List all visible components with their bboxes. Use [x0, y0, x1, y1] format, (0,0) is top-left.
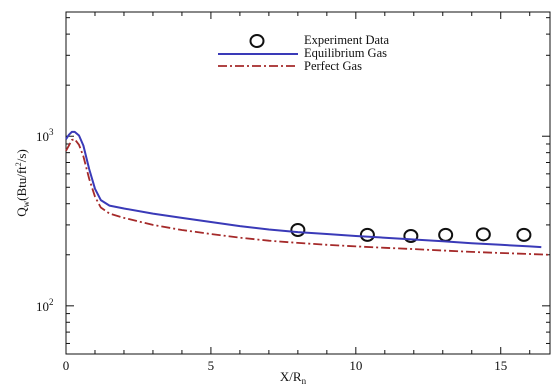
- y-axis-title: Qw(Btu/ft2/s): [14, 149, 31, 217]
- y-axis-title-sub: w: [21, 200, 31, 207]
- x-tick-label: 0: [63, 358, 70, 373]
- legend: Experiment Data Equilibrium Gas Perfect …: [218, 33, 389, 73]
- x-axis-title: X/Rn: [280, 369, 307, 385]
- data-point: [516, 227, 532, 242]
- series-line-2: [65, 138, 551, 256]
- legend-label-perfect: Perfect Gas: [304, 59, 362, 73]
- legend-marker-experiment: [249, 34, 265, 48]
- x-axis-title-sub: n: [302, 376, 307, 385]
- data-point: [403, 229, 419, 244]
- legend-label-experiment: Experiment Data: [304, 33, 389, 47]
- data-point: [475, 227, 491, 242]
- legend-label-equilibrium: Equilibrium Gas: [304, 46, 387, 60]
- y-axis-title-units: (Btu/ft: [14, 166, 29, 201]
- y-axis-title-main: Q: [14, 207, 29, 217]
- y-axis-title-sup: 2: [14, 162, 23, 166]
- ticks: 0 5 10 15 102 103: [36, 12, 550, 373]
- x-tick-label: 15: [494, 358, 507, 373]
- y-tick-label: 102: [36, 297, 54, 314]
- data-point: [438, 227, 454, 242]
- series-line-1: [65, 130, 542, 249]
- plot-frame: [65, 11, 551, 355]
- data-point: [290, 222, 306, 237]
- data-point: [359, 227, 375, 242]
- y-axis-title-units-end: /s): [14, 149, 29, 162]
- x-tick-label: 10: [349, 358, 362, 373]
- x-tick-label: 5: [208, 358, 215, 373]
- series-layer: [65, 130, 551, 256]
- x-axis-title-main: X/R: [280, 369, 302, 384]
- y-tick-label: 103: [36, 127, 54, 144]
